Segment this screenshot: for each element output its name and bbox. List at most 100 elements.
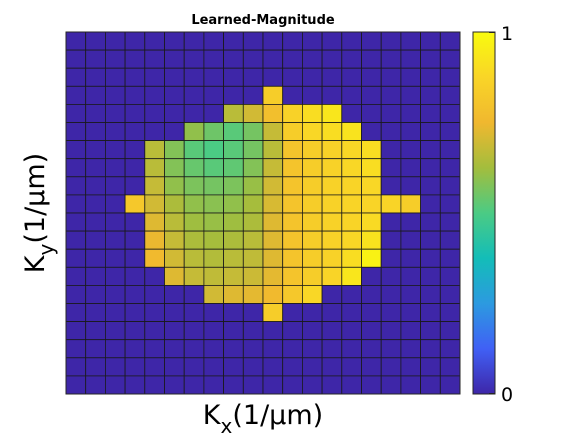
heatmap-cell [224, 231, 244, 249]
heatmap-cell [342, 267, 362, 285]
heatmap-cell [165, 376, 185, 394]
heatmap-cell [381, 267, 401, 285]
heatmap-cell [302, 177, 322, 195]
heatmap-cell [145, 195, 165, 213]
heatmap-cell [401, 177, 421, 195]
heatmap-cell [440, 322, 460, 340]
heatmap-cell [125, 177, 145, 195]
heatmap-cell [381, 123, 401, 141]
heatmap-cell [381, 304, 401, 322]
heatmap-cell [204, 322, 224, 340]
heatmap-cell [342, 68, 362, 86]
heatmap-cell [224, 177, 244, 195]
heatmap-cell [401, 340, 421, 358]
heatmap-cell [86, 104, 106, 122]
heatmap-cell [125, 358, 145, 376]
heatmap-cell [302, 86, 322, 104]
heatmap-cell [362, 32, 382, 50]
heatmap-cell [145, 123, 165, 141]
heatmap-cell [165, 50, 185, 68]
heatmap-cell [125, 322, 145, 340]
heatmap-cell [86, 159, 106, 177]
heatmap-cell [401, 195, 421, 213]
heatmap-cell [184, 213, 204, 231]
heatmap-cell [184, 231, 204, 249]
heatmap-cell [224, 32, 244, 50]
heatmap-cell [184, 249, 204, 267]
heatmap-cell [66, 285, 86, 303]
heatmap-cell [66, 231, 86, 249]
heatmap-cell [224, 358, 244, 376]
heatmap-cell [421, 358, 441, 376]
heatmap-cell [381, 249, 401, 267]
heatmap-cell [283, 177, 303, 195]
heatmap-cell [86, 376, 106, 394]
heatmap-cell [224, 159, 244, 177]
heatmap-cell [302, 304, 322, 322]
heatmap-cell [224, 340, 244, 358]
heatmap-cell [322, 86, 342, 104]
heatmap-cell [381, 104, 401, 122]
heatmap-cell [263, 195, 283, 213]
heatmap-cell [322, 322, 342, 340]
heatmap-cell [440, 141, 460, 159]
heatmap-cell [342, 104, 362, 122]
heatmap-cell [243, 322, 263, 340]
heatmap-cell [125, 213, 145, 231]
heatmap-cell [243, 358, 263, 376]
heatmap-cell [204, 50, 224, 68]
heatmap-cell [243, 50, 263, 68]
heatmap-cell [440, 195, 460, 213]
heatmap-cell [165, 213, 185, 231]
heatmap-cell [184, 340, 204, 358]
heatmap-cell [342, 340, 362, 358]
heatmap-cell [243, 104, 263, 122]
heatmap-cell [401, 249, 421, 267]
heatmap-cell [66, 86, 86, 104]
heatmap-cell [145, 104, 165, 122]
heatmap-cell [440, 68, 460, 86]
heatmap-cell [204, 159, 224, 177]
heatmap-cell [263, 358, 283, 376]
x-axis-label: Kx(1/μm) [203, 400, 323, 438]
heatmap-cell [440, 249, 460, 267]
heatmap-cell [401, 267, 421, 285]
heatmap-cell [421, 267, 441, 285]
heatmap-cell [165, 68, 185, 86]
heatmap-cell [204, 267, 224, 285]
heatmap-cell [401, 159, 421, 177]
heatmap-cell [184, 267, 204, 285]
heatmap-cell [342, 358, 362, 376]
heatmap-cell [322, 123, 342, 141]
heatmap-cell [440, 285, 460, 303]
heatmap-cell [362, 195, 382, 213]
heatmap-cell [421, 231, 441, 249]
heatmap-cell [165, 177, 185, 195]
heatmap-cell [362, 213, 382, 231]
heatmap-cell [263, 322, 283, 340]
heatmap-cell [302, 249, 322, 267]
heatmap-cell [283, 195, 303, 213]
heatmap-cell [224, 304, 244, 322]
heatmap-cell [401, 68, 421, 86]
heatmap-cell [421, 123, 441, 141]
heatmap-cell [224, 50, 244, 68]
chart-title: Learned-Magnitude [191, 13, 335, 28]
heatmap-cell [86, 86, 106, 104]
heatmap-cell [362, 104, 382, 122]
heatmap-cell [243, 249, 263, 267]
heatmap-cell [204, 231, 224, 249]
heatmap-cell [66, 358, 86, 376]
heatmap-cell [342, 159, 362, 177]
heatmap-cell [283, 267, 303, 285]
heatmap-cell [302, 358, 322, 376]
heatmap-cell [125, 141, 145, 159]
heatmap-cell [381, 213, 401, 231]
heatmap-cell [204, 340, 224, 358]
heatmap-cell [145, 249, 165, 267]
heatmap-cell [362, 304, 382, 322]
heatmap-cell [86, 358, 106, 376]
heatmap-cell [421, 104, 441, 122]
heatmap-cell [86, 50, 106, 68]
heatmap-cell [283, 141, 303, 159]
